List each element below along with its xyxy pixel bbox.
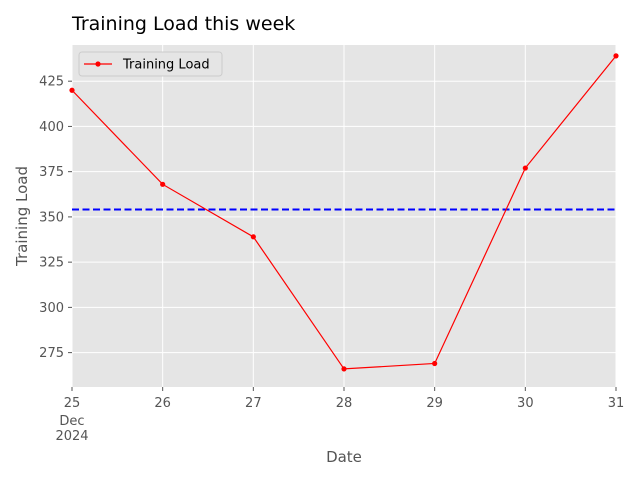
series-group — [69, 53, 619, 372]
y-tick-label: 350 — [39, 210, 64, 225]
x-tick-label: 31 — [608, 396, 625, 411]
y-tick-label: 325 — [39, 256, 64, 271]
y-axis-label: Training Load — [13, 166, 31, 267]
x-tick-label: 25 — [64, 396, 81, 411]
x-tick-label: 26 — [154, 396, 171, 411]
data-point — [341, 366, 347, 372]
legend-label: Training Load — [122, 58, 210, 73]
x-axis-label: Date — [326, 448, 362, 466]
x-tick-label: 29 — [426, 396, 443, 411]
data-point — [250, 234, 256, 240]
y-tick-label: 275 — [39, 346, 64, 361]
legend-box — [78, 51, 223, 77]
y-tick-label: 425 — [39, 75, 64, 90]
y-tick-label: 400 — [39, 120, 64, 135]
data-point — [432, 360, 438, 367]
data-point — [613, 53, 619, 59]
data-point — [69, 87, 75, 93]
x-tick-label: 27 — [245, 396, 262, 411]
legend-swatch-marker — [95, 61, 101, 67]
x-tick-secondary-label: Dec — [59, 414, 84, 429]
data-point — [160, 181, 166, 187]
y-axis-ticks: 275 300 325 350 375 400 425 — [39, 75, 72, 361]
y-tick-label: 300 — [39, 301, 64, 316]
data-point — [522, 165, 528, 171]
gridlines — [71, 45, 617, 387]
x-tick-secondary-label: 2024 — [55, 429, 88, 444]
x-tick-label: 28 — [336, 396, 353, 411]
y-tick-label: 375 — [39, 165, 64, 180]
x-tick-label: 30 — [517, 396, 534, 411]
chart-title: Training Load this week — [71, 13, 295, 35]
legend: Training Load — [78, 51, 223, 77]
